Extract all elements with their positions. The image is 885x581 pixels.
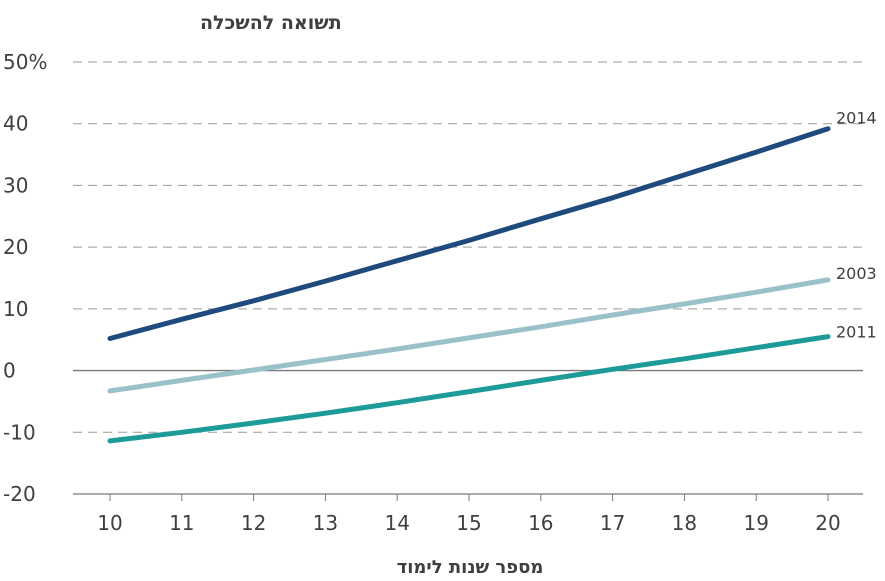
y-tick-label: 50% bbox=[3, 50, 47, 74]
x-tick-label: 20 bbox=[815, 511, 840, 535]
y-tick-label: 0 bbox=[3, 359, 16, 383]
series-label-2014: 2014 bbox=[836, 109, 877, 128]
x-tick-label: 13 bbox=[313, 511, 338, 535]
x-tick-label: 12 bbox=[241, 511, 266, 535]
y-tick-label: 10 bbox=[3, 297, 28, 321]
x-axis-ticks: 10 11 12 13 14 15 16 17 18 19 20 bbox=[97, 494, 841, 535]
y-axis-title: תשואה להשכלה bbox=[200, 12, 342, 34]
series-labels: 2014 2003 2011 bbox=[836, 109, 877, 342]
y-tick-label: -10 bbox=[3, 420, 36, 444]
gridlines bbox=[73, 61, 863, 495]
x-tick-label: 15 bbox=[456, 511, 481, 535]
x-tick-label: 11 bbox=[169, 511, 194, 535]
x-tick-label: 17 bbox=[600, 511, 625, 535]
x-tick-label: 10 bbox=[97, 511, 122, 535]
y-axis-ticks: 50% 40 30 20 10 0 -10 -20 bbox=[3, 50, 47, 506]
x-tick-label: 14 bbox=[384, 511, 409, 535]
y-tick-label: -20 bbox=[3, 482, 36, 506]
series-lines bbox=[107, 126, 831, 444]
x-tick-label: 16 bbox=[528, 511, 553, 535]
series-line-2003 bbox=[107, 277, 831, 394]
x-tick-label: 18 bbox=[672, 511, 697, 535]
series-line-2011 bbox=[107, 334, 831, 444]
y-tick-label: 20 bbox=[3, 235, 28, 259]
x-axis-title: מספר שנות לימוד bbox=[397, 557, 544, 578]
series-label-2011: 2011 bbox=[836, 323, 877, 342]
y-tick-label: 40 bbox=[3, 112, 28, 136]
x-tick-label: 19 bbox=[743, 511, 768, 535]
y-tick-label: 30 bbox=[3, 173, 28, 197]
series-label-2003: 2003 bbox=[836, 264, 877, 283]
series-line-2014 bbox=[107, 126, 831, 341]
